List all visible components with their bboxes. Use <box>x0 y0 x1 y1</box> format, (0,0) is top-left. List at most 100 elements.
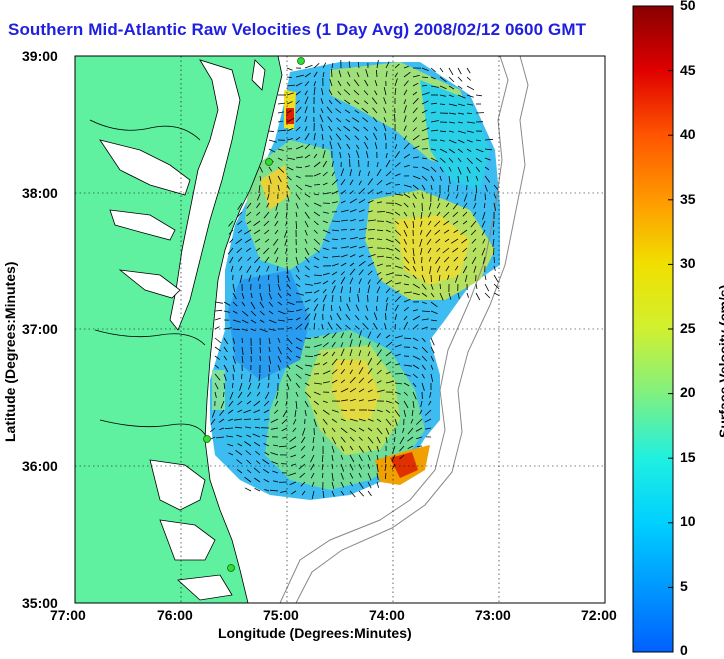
velocity-vector <box>365 69 369 78</box>
velocity-vector <box>263 247 270 255</box>
velocity-vector <box>410 418 414 424</box>
velocity-vector <box>277 157 283 161</box>
velocity-vector <box>336 323 342 330</box>
velocity-vector <box>358 454 363 462</box>
colorbar-tick: 30 <box>680 255 696 271</box>
velocity-vector <box>383 123 387 132</box>
velocity-vector <box>353 89 360 96</box>
velocity-vector <box>327 321 333 330</box>
velocity-vector <box>291 463 297 466</box>
velocity-vector <box>340 271 345 276</box>
velocity-vector <box>448 76 455 83</box>
velocity-vector <box>384 472 387 480</box>
velocity-vector <box>335 108 342 114</box>
velocity-vector <box>295 126 301 132</box>
velocity-vector <box>331 481 335 489</box>
velocity-vector <box>313 143 317 150</box>
velocity-vector <box>457 175 460 183</box>
velocity-vector <box>394 247 401 253</box>
velocity-vector <box>286 292 292 297</box>
velocity-vector <box>264 391 270 400</box>
velocity-vector <box>385 418 392 426</box>
velocity-vector <box>421 355 428 362</box>
velocity-vector <box>277 129 287 132</box>
velocity-vector <box>421 127 430 132</box>
velocity-vector <box>354 135 360 141</box>
velocity-vector <box>358 490 364 497</box>
velocity-vector <box>394 427 396 435</box>
velocity-vector <box>447 184 450 192</box>
velocity-vector <box>254 488 261 492</box>
velocity-vector <box>313 322 316 330</box>
velocity-vector <box>416 436 423 440</box>
velocity-vector <box>286 193 290 202</box>
velocity-vector <box>256 265 261 273</box>
velocity-vector <box>346 81 351 87</box>
velocity-vector <box>286 67 293 71</box>
velocity-vector <box>253 418 261 420</box>
velocity-vector <box>228 452 234 456</box>
velocity-vector <box>481 220 486 228</box>
velocity-vector <box>340 481 345 488</box>
velocity-vector <box>214 309 223 312</box>
velocity-vector <box>313 344 322 348</box>
velocity-vector <box>304 283 313 286</box>
velocity-vector <box>367 171 370 177</box>
velocity-vector <box>426 238 432 245</box>
velocity-vector <box>367 246 373 249</box>
velocity-vector <box>349 228 355 231</box>
velocity-vector <box>376 409 383 413</box>
velocity-vector <box>367 436 374 444</box>
velocity-vector <box>304 193 311 198</box>
velocity-vector <box>466 85 475 91</box>
velocity-vector <box>239 382 243 391</box>
velocity-vector <box>385 211 393 214</box>
velocity-vector <box>210 418 216 425</box>
velocity-vector <box>264 452 270 456</box>
velocity-vector <box>367 285 371 294</box>
velocity-vector <box>439 157 446 163</box>
velocity-vector <box>412 107 418 114</box>
velocity-vector <box>236 434 243 438</box>
velocity-vector <box>412 97 419 105</box>
velocity-vector <box>337 90 342 96</box>
velocity-vector <box>421 109 428 114</box>
velocity-vector <box>462 202 468 210</box>
velocity-vector <box>278 445 288 448</box>
velocity-vector <box>340 286 343 294</box>
velocity-vector <box>462 211 468 217</box>
velocity-vector <box>482 211 486 220</box>
velocity-vector <box>304 154 311 159</box>
velocity-vector <box>394 290 400 294</box>
velocity-vector <box>429 391 432 398</box>
velocity-vector <box>313 391 321 396</box>
velocity-vector <box>358 340 362 348</box>
velocity-vector <box>322 332 330 339</box>
velocity-vector <box>367 454 371 461</box>
velocity-vector <box>376 454 379 460</box>
velocity-vector <box>358 472 362 478</box>
velocity-vector <box>383 117 387 123</box>
velocity-vector <box>263 220 270 227</box>
velocity-vector <box>274 247 279 255</box>
velocity-vector <box>301 490 306 496</box>
velocity-vector <box>313 63 320 69</box>
velocity-vector <box>385 272 394 276</box>
velocity-vector <box>385 341 393 348</box>
velocity-vector <box>210 436 216 440</box>
velocity-vector <box>457 76 463 82</box>
velocity-vector <box>428 202 432 210</box>
velocity-vector <box>246 434 252 438</box>
velocity-vector <box>424 409 432 416</box>
velocity-vector <box>295 256 299 265</box>
velocity-vector <box>358 228 367 231</box>
velocity-vector <box>295 175 301 179</box>
velocity-vector <box>358 388 365 393</box>
velocity-vector <box>430 337 435 346</box>
velocity-vector <box>255 247 261 252</box>
velocity-vector <box>373 322 378 330</box>
velocity-vector <box>457 157 462 163</box>
velocity-vector <box>466 148 472 152</box>
velocity-vector <box>250 346 252 355</box>
velocity-vector <box>223 382 226 389</box>
